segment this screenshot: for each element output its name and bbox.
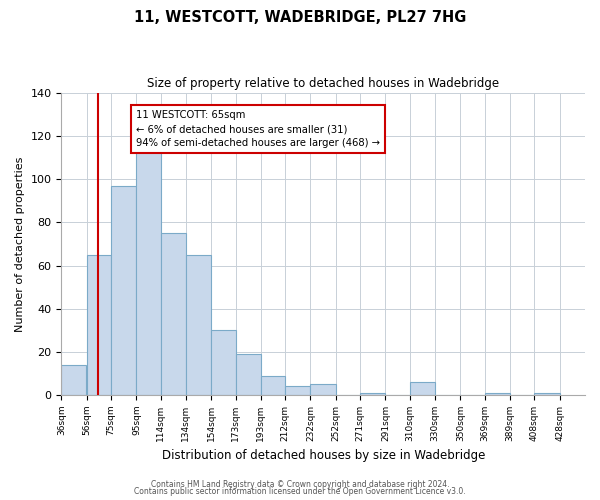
Bar (285, 386, 310, 395)
Bar (310, 384, 336, 395)
Bar (87, 255, 111, 395)
Bar (161, 234, 186, 395)
Title: Size of property relative to detached houses in Wadebridge: Size of property relative to detached ho… (147, 78, 499, 90)
Bar (61, 365, 86, 395)
Text: Contains HM Land Registry data © Crown copyright and database right 2024.: Contains HM Land Registry data © Crown c… (151, 480, 449, 489)
Y-axis label: Number of detached properties: Number of detached properties (15, 156, 25, 332)
Text: 11, WESTCOTT, WADEBRIDGE, PL27 7HG: 11, WESTCOTT, WADEBRIDGE, PL27 7HG (134, 10, 466, 25)
Bar (186, 255, 211, 395)
Bar (485, 393, 510, 395)
Text: 11 WESTCOTT: 65sqm
← 6% of detached houses are smaller (31)
94% of semi-detached: 11 WESTCOTT: 65sqm ← 6% of detached hous… (136, 110, 380, 148)
Bar (211, 330, 236, 395)
Bar (261, 376, 285, 395)
Bar (136, 149, 161, 395)
Bar (534, 393, 560, 395)
Bar (360, 393, 385, 395)
Bar (236, 354, 261, 395)
Bar (410, 382, 435, 395)
Bar (111, 186, 136, 395)
X-axis label: Distribution of detached houses by size in Wadebridge: Distribution of detached houses by size … (161, 450, 485, 462)
Text: Contains public sector information licensed under the Open Government Licence v3: Contains public sector information licen… (134, 487, 466, 496)
